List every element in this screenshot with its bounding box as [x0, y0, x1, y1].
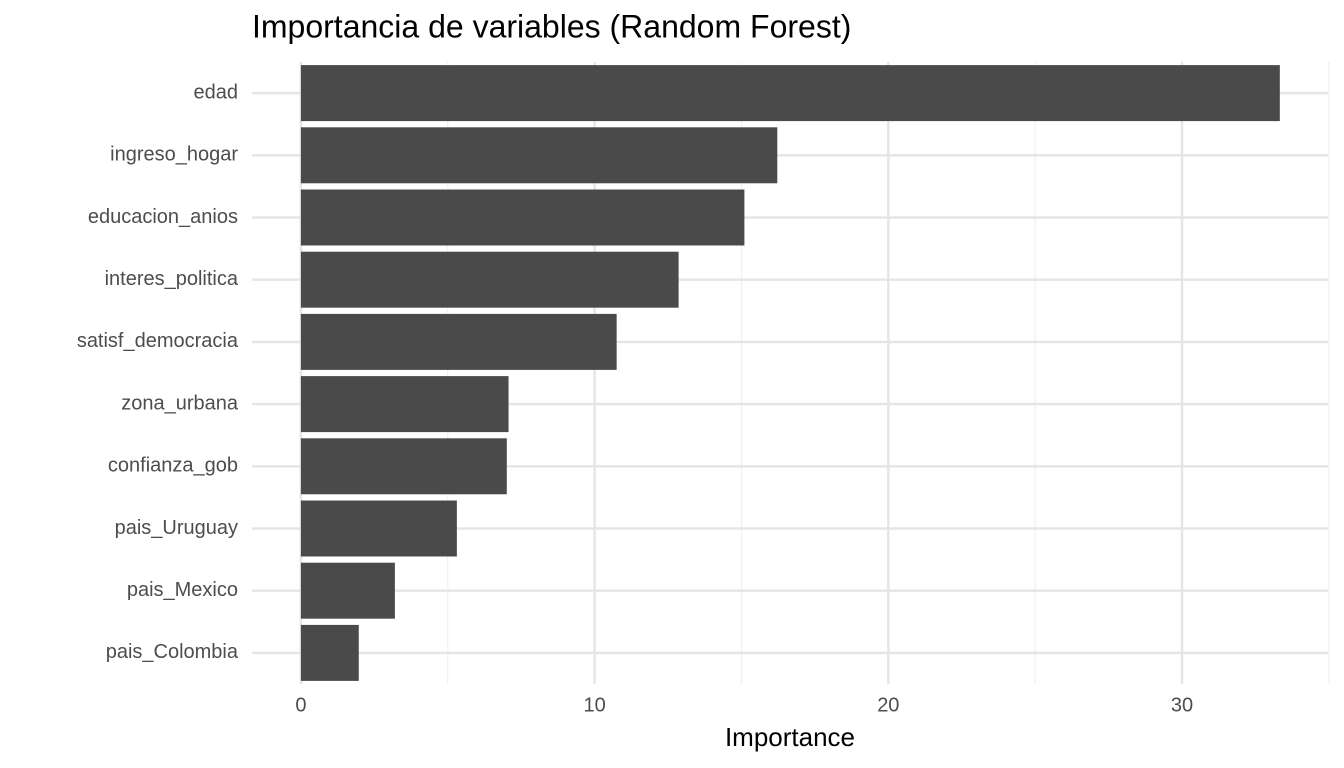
y-tick-label: pais_Colombia: [106, 641, 239, 663]
x-tick-label: 10: [583, 694, 605, 716]
bar: [300, 562, 395, 619]
y-tick-label: satisf_democracia: [77, 330, 239, 352]
bar: [300, 65, 1280, 122]
bar: [300, 189, 745, 246]
bar: [300, 500, 457, 557]
chart-title: Importancia de variables (Random Forest): [252, 8, 851, 44]
bar: [300, 624, 359, 681]
y-tick-label: interes_politica: [105, 268, 239, 290]
y-tick-label: educacion_anios: [88, 206, 238, 228]
bar: [300, 438, 507, 495]
bar: [300, 251, 679, 308]
y-tick-label: pais_Uruguay: [115, 517, 238, 539]
x-tick-label: 20: [877, 694, 899, 716]
bar: [300, 127, 778, 184]
y-tick-label: ingreso_hogar: [110, 144, 238, 166]
x-tick-label: 0: [295, 694, 306, 716]
bar: [300, 376, 509, 433]
y-tick-label: edad: [194, 81, 239, 103]
y-tick-label: pais_Mexico: [127, 579, 238, 601]
y-tick-label: zona_urbana: [121, 392, 239, 414]
bar: [300, 313, 617, 370]
x-tick-label: 30: [1171, 694, 1193, 716]
x-axis-label: Importance: [725, 722, 855, 752]
y-tick-label: confianza_gob: [108, 455, 238, 477]
